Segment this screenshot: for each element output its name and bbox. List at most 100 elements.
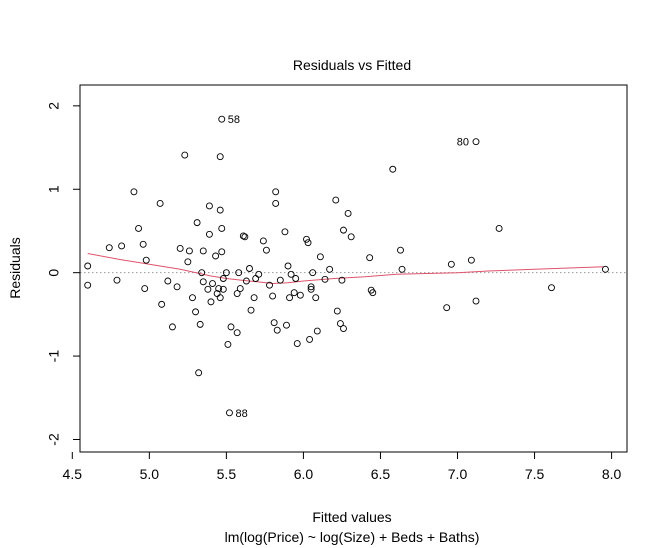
lowess-smoother-line	[87, 253, 604, 285]
data-point	[389, 165, 397, 173]
data-points: 58 80 88	[84, 114, 609, 420]
data-point	[250, 294, 258, 302]
point-label: 58	[228, 114, 240, 126]
data-point	[272, 188, 280, 196]
data-point	[156, 199, 164, 207]
data-point	[262, 246, 270, 254]
x-tick-label: 5.0	[140, 466, 160, 482]
y-axis: -2 -1 0 1 2	[46, 102, 81, 446]
data-point	[185, 247, 193, 255]
data-point	[169, 323, 176, 331]
x-axis: 4.5 5.0 5.5 6.0 6.5 7.0 7.5 8.0	[63, 451, 622, 482]
data-point	[215, 285, 223, 292]
data-point	[241, 233, 249, 241]
data-point	[207, 298, 215, 306]
data-point	[173, 283, 181, 291]
data-point	[313, 327, 321, 335]
data-point	[398, 265, 406, 273]
data-point	[293, 340, 301, 348]
point-label: 88	[235, 408, 247, 420]
data-point	[347, 233, 355, 241]
data-point	[266, 281, 273, 289]
data-point	[338, 276, 346, 284]
data-point	[270, 319, 278, 327]
data-point	[192, 308, 200, 316]
data-point	[340, 325, 347, 333]
data-point	[495, 225, 503, 232]
data-point	[233, 329, 241, 337]
data-point	[321, 275, 329, 283]
data-point	[227, 323, 235, 331]
data-point	[336, 320, 344, 327]
data-point	[333, 307, 341, 315]
data-point	[176, 245, 184, 252]
data-point	[212, 252, 220, 260]
data-point	[303, 235, 310, 243]
data-point	[219, 285, 227, 293]
x-tick-label: 6.5	[371, 466, 391, 482]
x-tick-label: 7.0	[448, 466, 468, 482]
data-point	[181, 151, 189, 159]
data-point	[366, 254, 374, 262]
data-point	[283, 321, 290, 329]
data-point	[205, 230, 213, 238]
data-point	[307, 285, 315, 293]
data-point	[141, 285, 149, 292]
data-point	[255, 270, 263, 278]
data-point	[219, 275, 227, 282]
data-point	[287, 270, 295, 278]
data-point	[601, 265, 609, 273]
data-point	[84, 262, 92, 270]
y-tick-label: -2	[46, 433, 62, 446]
data-point	[198, 269, 206, 277]
data-point	[113, 276, 121, 284]
data-point	[273, 326, 281, 334]
x-tick-label: 4.5	[63, 466, 83, 482]
data-point	[235, 269, 243, 277]
data-point	[312, 294, 320, 302]
data-point	[158, 300, 166, 308]
data-point	[105, 244, 113, 252]
data-point	[218, 225, 226, 232]
data-point	[239, 232, 247, 240]
x-axis-subtitle: lm(log(Price) ~ log(Size) + Beds + Baths…	[225, 529, 480, 545]
data-point	[332, 196, 340, 204]
data-point	[226, 409, 233, 417]
chart-title: Residuals vs Fitted	[293, 57, 411, 73]
x-axis-title: Fitted values	[312, 509, 391, 525]
data-point	[276, 276, 284, 284]
data-point	[216, 153, 224, 161]
y-tick-label: 2	[46, 102, 62, 110]
data-point	[472, 297, 480, 305]
data-point	[209, 280, 216, 287]
y-tick-label: -1	[46, 350, 62, 363]
data-point	[309, 269, 317, 277]
data-point	[467, 256, 475, 264]
data-point	[224, 340, 232, 348]
data-point	[135, 225, 143, 232]
data-point	[196, 320, 204, 328]
data-point	[296, 291, 304, 299]
data-point	[397, 246, 404, 254]
data-point	[216, 294, 224, 302]
data-point	[199, 247, 207, 255]
data-point	[304, 239, 312, 247]
data-point	[344, 209, 352, 217]
data-point	[472, 138, 480, 146]
data-point	[252, 275, 260, 282]
data-point	[84, 281, 92, 289]
y-axis-title: Residuals	[7, 237, 23, 298]
data-point	[316, 253, 324, 261]
data-point	[272, 199, 280, 207]
x-tick-label: 6.0	[294, 466, 314, 482]
x-tick-label: 5.5	[217, 466, 237, 482]
data-point	[222, 269, 230, 277]
data-point	[242, 277, 250, 285]
data-point	[142, 256, 150, 264]
data-point	[247, 306, 255, 314]
data-point	[286, 294, 294, 302]
data-point	[218, 248, 226, 256]
data-point	[204, 285, 212, 293]
data-point	[284, 262, 292, 270]
